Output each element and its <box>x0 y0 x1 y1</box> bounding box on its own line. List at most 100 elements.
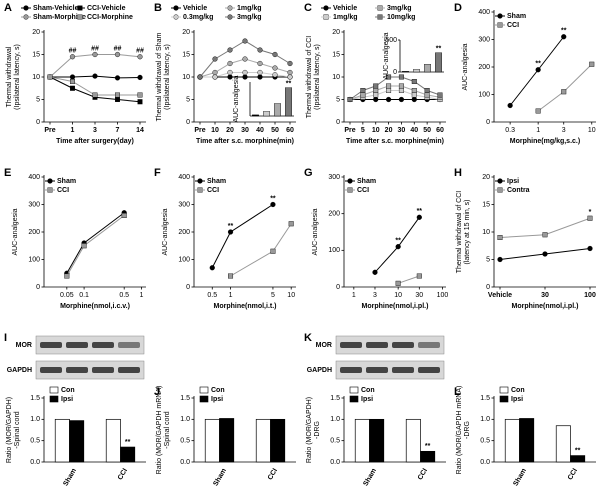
marker <box>242 69 248 76</box>
legend-label: Contra <box>507 187 530 194</box>
y-tick-label: 0.0 <box>480 459 490 466</box>
x-tick-label: Sham <box>512 467 528 487</box>
marker <box>386 87 392 93</box>
y-tick-label: 0 <box>186 284 190 291</box>
annotation: ** <box>417 208 423 215</box>
y-axis-label: AUC-analgesia <box>12 208 19 255</box>
marker <box>360 87 366 93</box>
y-axis-label: Thermal withdrawal of CCI <box>456 191 463 274</box>
y-tick-label: 0 <box>336 284 340 291</box>
y-axis-label: -DRG <box>314 421 321 439</box>
marker <box>587 215 593 221</box>
x-axis-label: Morphine(nmol,i.t.) <box>214 303 277 310</box>
x-tick-label: 10 <box>588 127 596 134</box>
marker <box>398 87 404 93</box>
annotation: ** <box>575 447 581 454</box>
marker <box>257 60 263 67</box>
x-tick-label: 0.5 <box>119 292 129 299</box>
y-tick-label: 20 <box>32 29 40 36</box>
panel-letter: G <box>304 167 313 179</box>
y-tick-label: 5 <box>186 96 190 103</box>
y-axis-label: AUC-analgesia <box>162 208 169 255</box>
y-tick-label: 15 <box>332 51 340 58</box>
blot-band <box>392 367 414 373</box>
y-axis-label: (Ipsilateral latency, s) <box>314 44 321 110</box>
bar <box>105 418 121 463</box>
inset-y-label: AUC-analgesia <box>383 32 390 79</box>
marker <box>272 72 278 78</box>
marker <box>92 51 98 58</box>
marker <box>411 78 417 84</box>
bar <box>219 418 235 463</box>
blot-label: MOR <box>316 342 332 349</box>
x-tick-label: CCI <box>267 467 279 481</box>
marker <box>386 74 392 80</box>
legend-label: Ipsi <box>361 396 373 403</box>
marker <box>373 87 379 93</box>
annotation: ## <box>91 45 99 52</box>
x-tick-label: 30 <box>398 127 406 134</box>
y-tick-label: 1.5 <box>330 395 340 402</box>
inset-annotation: ** <box>286 81 292 88</box>
marker <box>212 56 218 62</box>
y-axis-label: Ratio (MOR/GAPDH mRNA) <box>456 386 463 475</box>
series-line <box>49 76 140 96</box>
series-line <box>230 223 292 277</box>
y-tick-label: 1.0 <box>330 416 340 423</box>
marker <box>287 60 293 67</box>
series-line <box>397 275 420 284</box>
annotation: ** <box>395 238 401 245</box>
marker <box>373 96 379 103</box>
x-axis-label: Morphine(nmol,i.c.v.) <box>60 303 130 310</box>
panel-letter: C <box>304 2 312 14</box>
y-tick-label: 200 <box>328 211 340 218</box>
x-tick-label: 10 <box>211 127 219 134</box>
marker <box>114 96 120 102</box>
x-tick-label: Vehicle <box>488 292 512 299</box>
y-tick-label: 5 <box>336 96 340 103</box>
x-tick-label: Sham <box>212 467 228 487</box>
y-axis-label: Ratio (MOR/GAPDH mRNA) <box>156 386 163 475</box>
x-axis-label: Morphine(nmol,i.pl.) <box>362 303 429 310</box>
legend-swatch <box>349 386 359 394</box>
marker <box>257 47 263 53</box>
marker <box>398 96 405 103</box>
y-tick-label: 1.0 <box>480 416 490 423</box>
panel-letter: B <box>154 2 162 14</box>
x-axis-label: Morphine(mg/kg,s.c.) <box>510 138 580 145</box>
panel-letter: J <box>154 386 160 398</box>
legend-label: 3mg/kg <box>237 14 262 21</box>
bar <box>420 450 436 463</box>
marker <box>242 74 248 80</box>
legend-label: CCI <box>57 187 69 194</box>
marker <box>437 92 443 98</box>
y-axis-label: Thermal withdrawal of CCI <box>306 36 313 119</box>
blot-band <box>418 367 440 373</box>
blot-label: GAPDH <box>7 367 32 374</box>
y-tick-label: 300 <box>478 36 490 43</box>
y-tick-label: 15 <box>32 51 40 58</box>
marker <box>227 69 233 76</box>
y-tick-label: 0.0 <box>180 459 190 466</box>
x-tick-label: 1 <box>71 127 75 134</box>
marker <box>227 47 233 53</box>
inset-y-tick-label: 0 <box>393 69 397 76</box>
y-axis-label: (Ipsilateral latency, s) <box>164 44 171 110</box>
x-axis-label: Morphine(nmol,i.pl.) <box>512 303 579 310</box>
y-axis-label: Thermal withdrawal <box>6 46 13 107</box>
marker <box>228 273 234 279</box>
y-tick-label: 400 <box>28 174 40 181</box>
bar <box>405 418 421 463</box>
y-axis-label: -Spinal cord <box>164 411 171 448</box>
marker <box>272 65 278 71</box>
marker <box>288 221 294 227</box>
marker <box>347 96 353 102</box>
y-tick-label: 1.5 <box>480 395 490 402</box>
y-tick-label: 100 <box>28 256 40 263</box>
y-tick-label: 100 <box>328 247 340 254</box>
legend-label: Sham <box>507 13 526 20</box>
x-tick-label: 60 <box>436 127 444 134</box>
marker <box>424 87 430 93</box>
annotation: ** <box>425 443 431 450</box>
x-tick-label: 0.1 <box>79 292 89 299</box>
